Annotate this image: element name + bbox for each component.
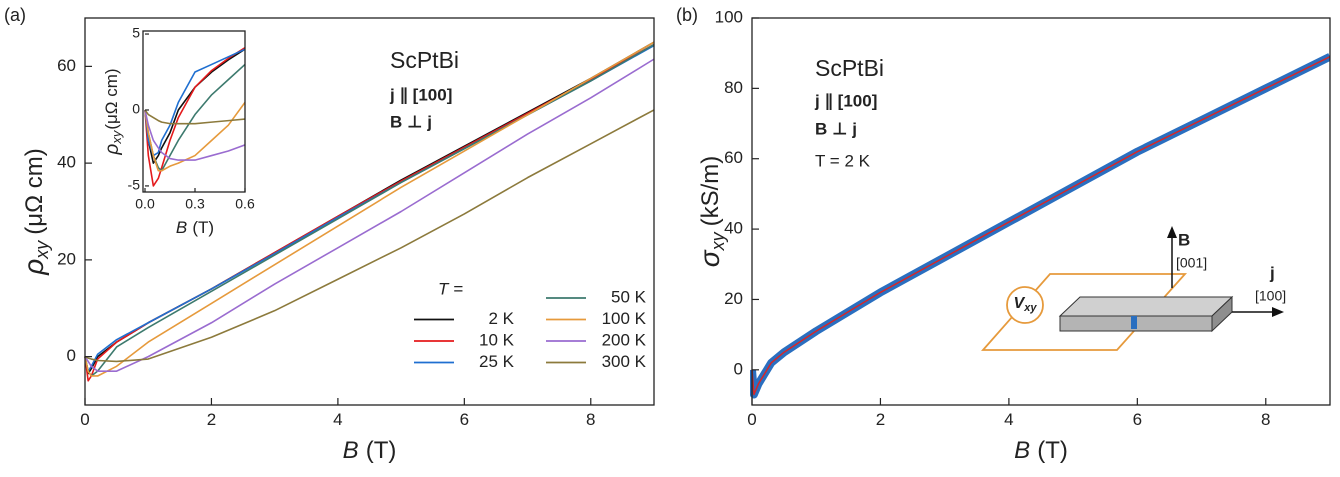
legend-label: 50 K [611,287,647,306]
x-axis-label: B (T) [1014,437,1068,464]
y-axis-label: ρxy (μΩ cm) [18,148,52,275]
voltmeter [1006,286,1044,324]
y-tick-label: 100 [715,7,743,26]
x-label-symbol: B [343,437,359,464]
x-tick-label: 0 [747,410,756,429]
x-tick-label: 2 [876,410,885,429]
panel-label: (a) [4,5,26,25]
x-label-unit: (T) [366,437,397,464]
field-label: B [1178,230,1190,249]
y-tick-label: 40 [724,219,743,238]
plot-area [144,47,245,187]
axes-frame [84,17,655,406]
current-arrowhead [1272,307,1284,317]
y-axis-label: σxy (kS/m) [694,156,728,268]
annotation: ScPtBi [815,55,884,81]
y-label-symbol: σ [694,249,725,267]
x-label-unit: (T) [1037,437,1068,464]
data-line [84,109,654,363]
y-label-unit: (kS/m) [697,156,724,227]
data-line [84,58,654,372]
x-axis-label: B (T) [176,218,214,237]
y-label-symbol: ρ [102,144,123,156]
x-axis-label: B (T) [343,437,397,464]
legend-label: 2 K [488,309,514,328]
x-tick-label: 8 [1261,410,1270,429]
voltage-sub: xy [1023,302,1037,314]
y-tick-label: 60 [724,148,743,167]
data-line [751,56,1330,396]
x-tick-label: 0.0 [135,195,155,211]
y-tick-label: 80 [724,78,743,97]
current-direction: [100] [1255,288,1286,304]
annotation: ScPtBi [390,47,459,73]
data-line [84,41,654,377]
x-tick-label: 4 [333,410,342,429]
y-label-sub: xy [708,231,728,251]
y-label-symbol: ρ [18,259,49,276]
x-tick-label: 0.6 [235,195,255,211]
y-label-unit: (μΩ cm) [21,148,48,234]
y-tick-label: 40 [57,153,76,172]
legend-label: 200 K [602,330,647,349]
field-direction: [001] [1176,255,1207,271]
y-tick-label: 0 [132,101,140,117]
x-tick-label: 6 [460,410,469,429]
annotation: j ∥ [100] [814,91,877,110]
legend-label: 300 K [602,352,647,371]
x-tick-label: 6 [1133,410,1142,429]
x-label-unit: (T) [192,218,214,237]
x-tick-label: 4 [1004,410,1013,429]
y-tick-label: 0 [734,359,743,378]
axes-frame [142,30,246,193]
data-line [144,48,245,164]
legend-label: 10 K [479,330,515,349]
y-axis-label: ρxy(μΩ cm) [102,68,125,155]
current-label: j [1269,263,1275,282]
y-tick-label: 20 [57,249,76,268]
data-line [144,47,245,187]
x-label-symbol: B [176,218,187,237]
voltage-label: Vxy [1014,295,1038,314]
axes-frame [751,17,1331,406]
legend-title: T = [438,279,463,298]
x-tick-label: 8 [586,410,595,429]
y-label-sub: xy [110,129,125,145]
y-tick-label: 60 [57,56,76,75]
x-label-symbol: B [1014,437,1030,464]
sample-schematic [981,226,1284,351]
panel-label: (b) [676,5,698,25]
y-label-unit: (μΩ cm) [102,68,121,129]
y-tick-label: 0 [67,346,76,365]
x-tick-label: 0 [80,410,89,429]
annotation: j ∥ [100] [389,85,452,104]
voltage-symbol: V [1014,295,1026,312]
legend-label: 100 K [602,309,647,328]
y-tick-label: -5 [128,177,141,193]
x-tick-label: 2 [207,410,216,429]
legend-label: 25 K [479,352,515,371]
annotation: T = 2 K [815,151,871,170]
plot-area [750,53,1330,399]
data-line [144,101,245,172]
annotation: B ⊥ j [815,119,857,138]
sample-top [1058,296,1234,317]
contact [1131,316,1137,329]
data-line [144,109,245,161]
y-label-sub: xy [32,240,52,260]
y-tick-label: 20 [724,289,743,308]
annotation: B ⊥ j [390,112,432,131]
plot-area [84,41,654,382]
data-line [144,109,245,125]
field-arrowhead [1167,226,1177,238]
x-tick-label: 0.3 [185,195,205,211]
y-tick-label: 5 [132,25,140,41]
